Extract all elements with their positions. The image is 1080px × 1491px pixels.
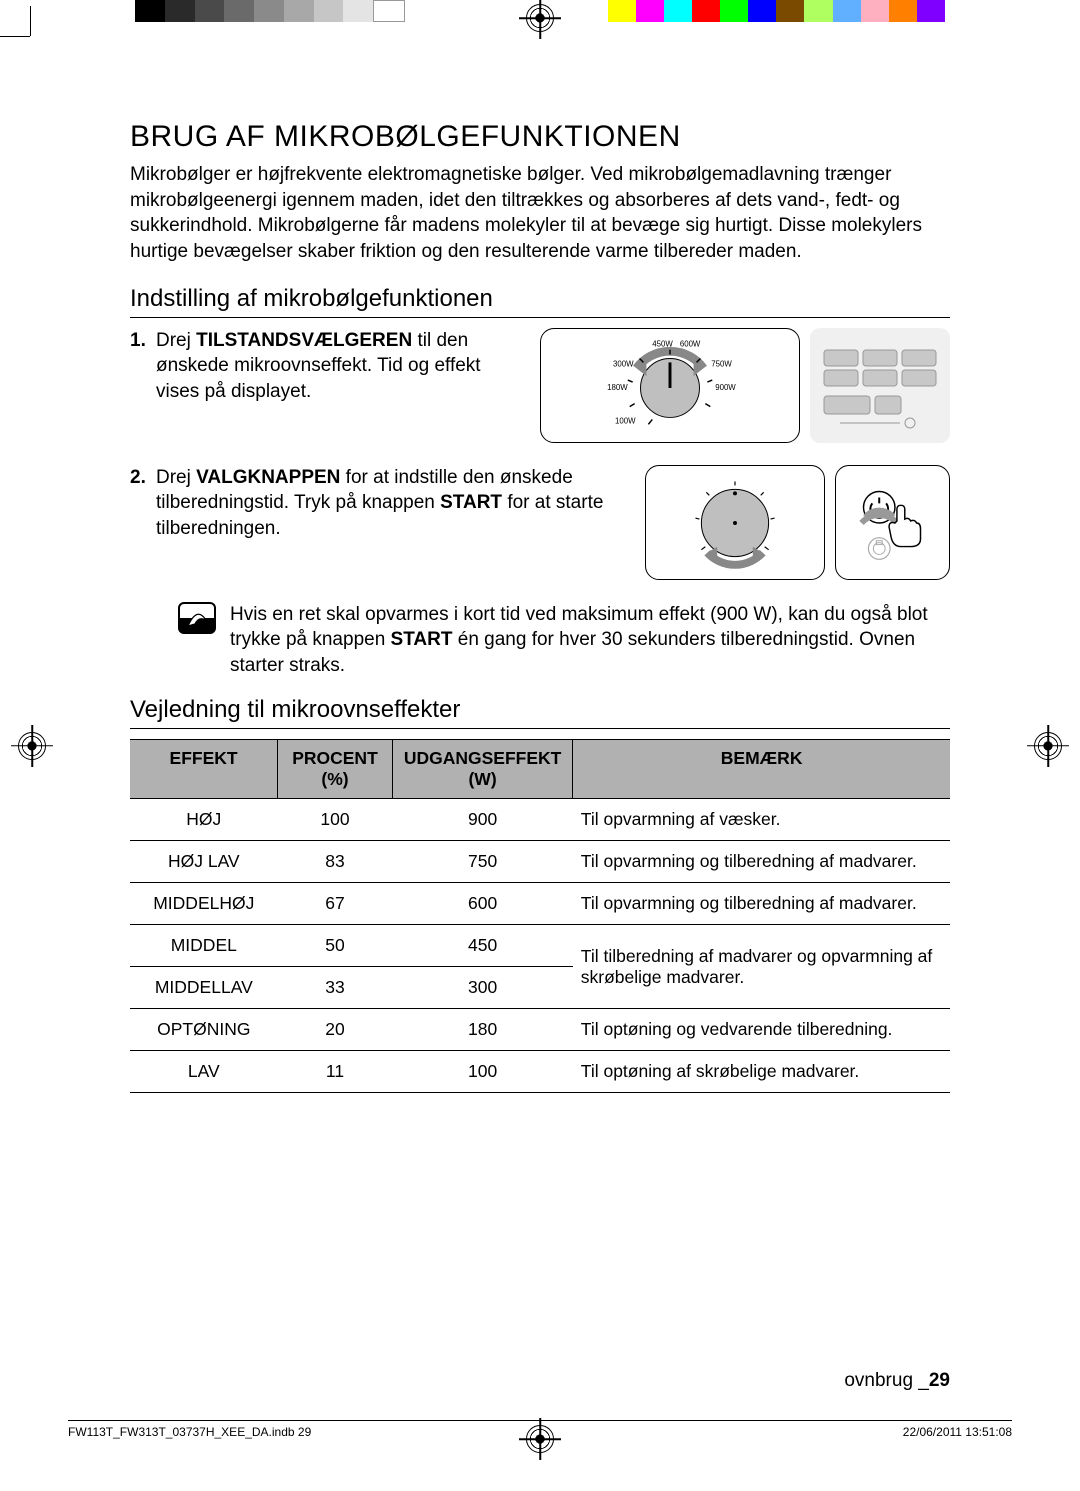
col-effekt: EFFEKT <box>130 740 278 799</box>
step-body: Drej VALGKNAPPEN for at indstille den øn… <box>156 465 633 580</box>
cell-effekt: MIDDELHØJ <box>130 883 278 925</box>
col-procent: PROCENT(%) <box>278 740 393 799</box>
registration-mark-icon <box>1034 732 1062 760</box>
calibration-swatch <box>224 0 254 22</box>
cell-procent: 100 <box>278 799 393 841</box>
calibration-swatch <box>720 0 748 22</box>
note: Hvis en ret skal opvarmes i kort tid ved… <box>130 602 950 679</box>
step-1: 1. Drej TILSTANDSVÆLGEREN til den ønsked… <box>130 328 950 443</box>
cell-watt: 600 <box>392 883 572 925</box>
cell-watt: 100 <box>392 1051 572 1093</box>
cell-note: Til opvarmning og tilberedning af madvar… <box>573 883 950 925</box>
calibration-swatch <box>254 0 284 22</box>
time-dial-illustration <box>645 465 825 580</box>
table-row: HØJ LAV83750Til opvarmning og tilberedni… <box>130 841 950 883</box>
cell-watt: 300 <box>392 967 572 1009</box>
cell-watt: 180 <box>392 1009 572 1051</box>
step-body: Drej TILSTANDSVÆLGEREN til den ønskede m… <box>156 328 528 443</box>
svg-text:300W: 300W <box>613 359 634 368</box>
svg-text:750W: 750W <box>711 359 732 368</box>
page-content: 04 BRUG AF OVNEN BRUG AF MIKROBØLGEFUNKT… <box>130 120 950 1093</box>
registration-mark-icon <box>18 732 46 760</box>
cell-note: Til optøning og vedvarende tilberedning. <box>573 1009 950 1051</box>
control-panel-illustration <box>810 328 950 443</box>
calibration-swatch <box>748 0 776 22</box>
cell-procent: 50 <box>278 925 393 967</box>
svg-text:180W: 180W <box>607 382 628 391</box>
cell-effekt: OPTØNING <box>130 1009 278 1051</box>
page-footer: ovnbrug _29 <box>844 1370 950 1392</box>
foot-timestamp: 22/06/2011 13:51:08 <box>903 1425 1012 1439</box>
table-row: MIDDEL50450Til tilberedning af madvarer … <box>130 925 950 967</box>
svg-text:900W: 900W <box>715 382 736 391</box>
calibration-swatch <box>636 0 664 22</box>
calibration-swatch <box>608 0 636 22</box>
step-2: 2. Drej VALGKNAPPEN for at indstille den… <box>130 465 950 580</box>
calibration-swatch <box>889 0 917 22</box>
intro-paragraph: Mikrobølger er højfrekvente elektromagne… <box>130 162 950 265</box>
col-udgang: UDGANGSEFFEKT(W) <box>392 740 572 799</box>
calibration-swatch <box>692 0 720 22</box>
svg-text:450W: 450W <box>652 339 673 348</box>
cell-effekt: MIDDEL <box>130 925 278 967</box>
calibration-swatch <box>917 0 945 22</box>
svg-text:100W: 100W <box>615 416 636 425</box>
calibration-swatch <box>284 0 314 22</box>
table-row: OPTØNING20180Til optøning og vedvarende … <box>130 1009 950 1051</box>
crop-mark <box>0 36 30 37</box>
step-number: 1. <box>130 328 150 443</box>
calibration-swatch <box>833 0 861 22</box>
calibration-swatch <box>664 0 692 22</box>
cell-procent: 11 <box>278 1051 393 1093</box>
calibration-swatch <box>804 0 832 22</box>
col-bemaerk: BEMÆRK <box>573 740 950 799</box>
start-button-illustration <box>835 465 950 580</box>
cell-note: Til tilberedning af madvarer og opvarmni… <box>573 925 950 1009</box>
table-row: HØJ100900Til opvarmning af væsker. <box>130 799 950 841</box>
calibration-swatch <box>373 0 405 22</box>
calibration-swatch <box>861 0 889 22</box>
section-heading-guide: Vejledning til mikroovnseffekter <box>130 696 950 729</box>
table-row: MIDDELHØJ67600Til opvarmning og tilbered… <box>130 883 950 925</box>
cell-note: Til opvarmning af væsker. <box>573 799 950 841</box>
step-number: 2. <box>130 465 150 580</box>
cell-procent: 33 <box>278 967 393 1009</box>
cell-effekt: MIDDELLAV <box>130 967 278 1009</box>
cell-note: Til optøning af skrøbelige madvarer. <box>573 1051 950 1093</box>
power-levels-table: EFFEKT PROCENT(%) UDGANGSEFFEKT(W) BEMÆR… <box>130 739 950 1093</box>
calibration-swatch <box>776 0 804 22</box>
note-icon <box>178 602 216 634</box>
foot-filename: FW113T_FW313T_03737H_XEE_DA.indb 29 <box>68 1425 311 1439</box>
calibration-swatch <box>343 0 373 22</box>
note-text: Hvis en ret skal opvarmes i kort tid ved… <box>230 602 950 679</box>
calibration-swatch <box>314 0 344 22</box>
mode-dial-illustration: 450W 600W 300W 750W 180W 900W 100W <box>540 328 800 443</box>
section-heading-settings: Indstilling af mikrobølgefunktionen <box>130 285 950 318</box>
cell-effekt: HØJ <box>130 799 278 841</box>
calibration-swatch <box>165 0 195 22</box>
print-footer: FW113T_FW313T_03737H_XEE_DA.indb 29 22/0… <box>68 1420 1012 1439</box>
cell-note: Til opvarmning og tilberedning af madvar… <box>573 841 950 883</box>
cell-procent: 20 <box>278 1009 393 1051</box>
calibration-swatch <box>195 0 225 22</box>
registration-mark-icon <box>526 4 554 32</box>
cell-watt: 900 <box>392 799 572 841</box>
cell-watt: 750 <box>392 841 572 883</box>
table-header-row: EFFEKT PROCENT(%) UDGANGSEFFEKT(W) BEMÆR… <box>130 740 950 799</box>
table-row: LAV11100Til optøning af skrøbelige madva… <box>130 1051 950 1093</box>
cell-procent: 67 <box>278 883 393 925</box>
cell-procent: 83 <box>278 841 393 883</box>
svg-text:600W: 600W <box>680 339 701 348</box>
illustration-group <box>645 465 950 580</box>
cell-effekt: LAV <box>130 1051 278 1093</box>
page-title: BRUG AF MIKROBØLGEFUNKTIONEN <box>130 120 950 154</box>
cell-watt: 450 <box>392 925 572 967</box>
cell-effekt: HØJ LAV <box>130 841 278 883</box>
illustration-group: 450W 600W 300W 750W 180W 900W 100W <box>540 328 950 443</box>
calibration-swatch <box>135 0 165 22</box>
